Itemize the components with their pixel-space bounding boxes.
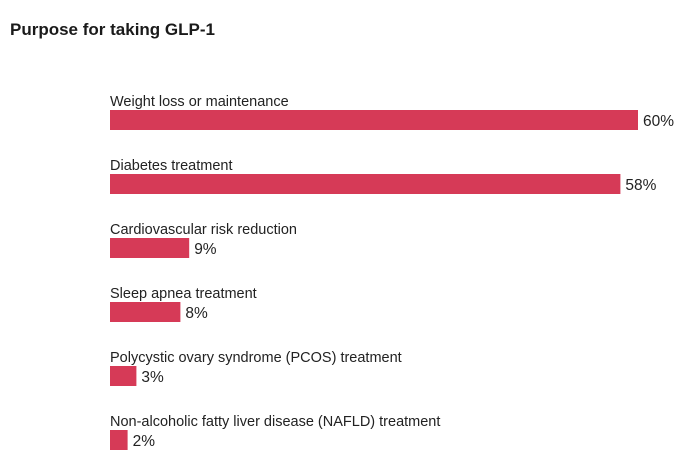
value-label: 60% <box>643 113 674 130</box>
bar <box>110 110 638 130</box>
bar <box>110 238 190 258</box>
bar <box>110 430 128 450</box>
value-label: 8% <box>185 305 208 322</box>
value-label: 58% <box>625 177 656 194</box>
category-label: Sleep apnea treatment <box>110 286 257 302</box>
bar <box>110 174 621 194</box>
category-label: Polycystic ovary syndrome (PCOS) treatme… <box>110 350 402 366</box>
category-label: Non-alcoholic fatty liver disease (NAFLD… <box>110 414 440 430</box>
category-label: Cardiovascular risk reduction <box>110 222 297 238</box>
value-label: 3% <box>141 369 164 386</box>
bar <box>110 366 137 386</box>
value-label: 2% <box>133 433 156 450</box>
value-label: 9% <box>194 241 217 258</box>
chart-title: Purpose for taking GLP-1 <box>10 20 215 39</box>
bar <box>110 302 181 322</box>
category-label: Diabetes treatment <box>110 158 233 174</box>
category-label: Weight loss or maintenance <box>110 94 289 110</box>
